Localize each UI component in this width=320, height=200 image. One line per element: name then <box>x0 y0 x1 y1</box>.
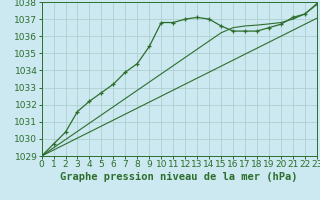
X-axis label: Graphe pression niveau de la mer (hPa): Graphe pression niveau de la mer (hPa) <box>60 172 298 182</box>
